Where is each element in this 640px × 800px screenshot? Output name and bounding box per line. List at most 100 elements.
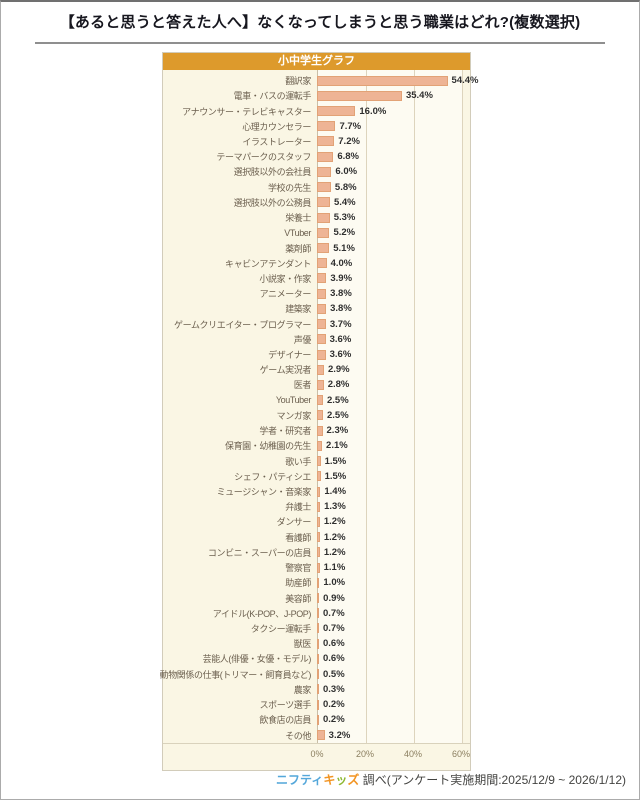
bar [317,151,334,162]
chart-panel: 小中学生グラフ 翻訳家 54.4% 電車・バスの運転手 35.4% アナウンサー… [160,52,478,771]
page-title: 【あると思うと答えた人へ】なくなってしまうと思う職業はどれ?(複数選択) [59,14,581,31]
bar [317,471,321,482]
bar-row: その他 3.2% [163,727,470,742]
bar [317,334,326,345]
bar [317,486,321,497]
bar-row: 獣医 0.6% [163,636,470,651]
plot-cell: 0.5% [317,667,470,682]
category-cell: 歌い手 [163,455,317,468]
category-cell: 獣医 [163,637,317,650]
kids-logo-char: ッ [335,773,348,787]
value-label: 3.7% [329,318,352,330]
category-cell: 小説家・作家 [163,272,317,285]
bar [317,121,336,132]
bar [317,638,319,649]
plot-cell: 3.8% [317,286,470,301]
category-cell: 選択肢以外の公務員 [163,196,317,209]
chart-header: 小中学生グラフ [163,53,470,70]
plot-cell: 5.2% [317,225,470,240]
plot-cell: 3.9% [317,271,470,286]
bar-row: 声優 3.6% [163,332,470,347]
bar [317,349,326,360]
bar-row: タクシー運転手 0.7% [163,621,470,636]
bar-row: 農家 0.3% [163,682,470,697]
category-cell: 選択肢以外の会社員 [163,165,317,178]
value-label: 5.3% [333,212,356,224]
category-cell: YouTuber [163,395,317,405]
bar-row: 歌い手 1.5% [163,453,470,468]
category-label: 医者 [293,380,312,391]
plot-cell: 2.8% [317,377,470,392]
plot-cell: 2.5% [317,408,470,423]
category-label: キャビンアテンダント [224,258,311,269]
plot-cell: 1.5% [317,453,470,468]
category-label: 建築家 [285,304,311,315]
footer: ニフティキッズ 調べ(アンケート実施期間:2025/12/9 ~ 2026/1/… [276,771,626,788]
value-label: 1.3% [324,501,346,513]
plot-cell: 1.2% [317,514,470,529]
category-cell: 栄養士 [163,211,317,224]
bar [317,136,335,147]
bar-row: 警察官 1.1% [163,560,470,575]
value-label: 2.3% [326,425,349,437]
bar-row: 弁護士 1.3% [163,499,470,514]
bar-row: 電車・バスの運転手 35.4% [163,88,470,103]
value-label: 2.9% [327,364,350,376]
nifty-logo-text: ニフティ [276,773,324,787]
category-cell: テーマパークのスタッフ [163,150,317,163]
category-label: マンガ家 [276,410,312,421]
value-label: 1.2% [323,531,346,543]
bar-row: スポーツ選手 0.2% [163,697,470,712]
category-label: 声優 [293,334,312,345]
bar-row: コンビニ・スーパーの店員 1.2% [163,545,470,560]
bar-row: VTuber 5.2% [163,225,470,240]
category-label: 学者・研究者 [259,426,311,437]
plot-cell: 0.2% [317,697,470,712]
bar [317,547,320,558]
category-cell: 農家 [163,683,317,696]
plot-cell: 3.2% [317,727,470,742]
value-label: 1.0% [323,577,346,589]
category-label: タクシー運転手 [250,623,312,634]
plot-cell: 0.9% [317,590,470,605]
category-label: ゲーム実況者 [259,365,312,376]
bar-row: 小説家・作家 3.9% [163,271,470,286]
category-label: 小説家・作家 [259,273,311,284]
bar [317,699,319,710]
category-cell: ゲーム実況者 [163,363,317,376]
bar-row: 保育園・幼稚園の先生 2.1% [163,438,470,453]
bar [317,653,319,664]
category-label: VTuber [284,227,311,238]
plot-cell: 5.8% [317,180,470,195]
category-cell: 助産師 [163,576,317,589]
plot-cell: 0.7% [317,606,470,621]
bar [317,212,330,223]
value-label: 7.2% [338,135,360,147]
value-label: 1.5% [324,455,347,467]
bar [317,410,323,421]
category-cell: 警察官 [163,561,317,574]
category-label: 芸能人(俳優・女優・モデル) [202,654,312,665]
gridline [414,70,415,744]
category-label: ゲームクリエイター・プログラマー [174,319,311,330]
value-label: 0.7% [323,607,345,619]
plot-cell: 16.0% [317,103,470,118]
x-axis-tick: 20% [355,748,375,759]
bar-row: 飲食店の店員 0.2% [163,712,470,727]
value-label: 2.5% [327,409,349,421]
bar [317,623,319,634]
value-label: 5.2% [333,227,356,239]
plot-cell: 0.6% [317,636,470,651]
value-label: 1.2% [323,516,346,528]
bar [317,364,324,375]
value-label: 3.2% [328,729,351,741]
category-cell: 看護師 [163,531,317,544]
category-label: ミュージシャン・音楽家 [216,487,312,498]
plot-cell: 3.6% [317,347,470,362]
bar-row: 美容師 0.9% [163,590,470,605]
category-cell: ダンサー [163,515,317,528]
x-axis-tick: 60% [451,748,471,759]
plot-cell: 5.4% [317,195,470,210]
value-label: 7.7% [339,120,362,132]
bar-row: 看護師 1.2% [163,530,470,545]
